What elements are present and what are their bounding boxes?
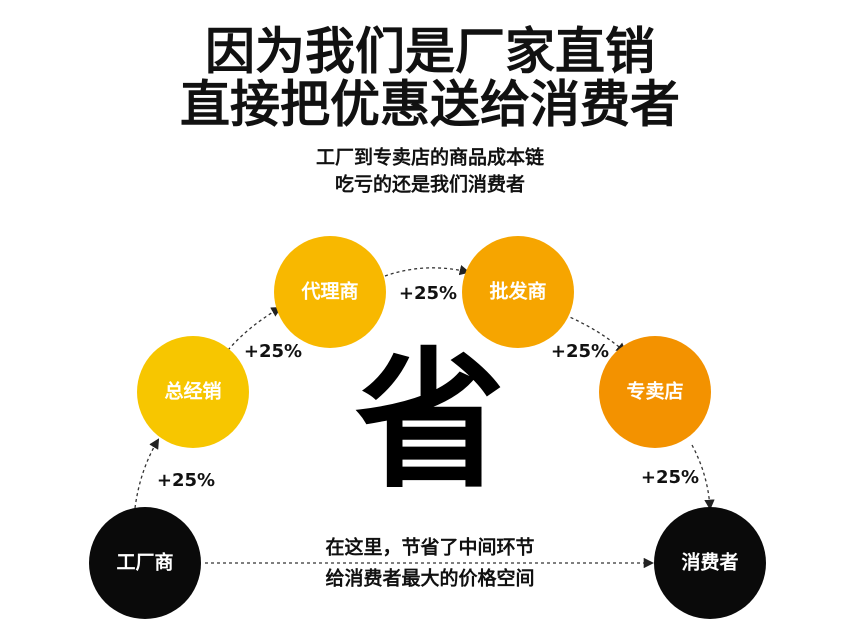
node-circle	[274, 236, 386, 348]
node-circle	[137, 336, 249, 448]
edge-label: +25%	[641, 467, 699, 488]
title-line: 直接把优惠送给消费者	[180, 76, 680, 134]
center-char: 省	[355, 335, 505, 509]
arrow	[134, 438, 160, 509]
arrow	[384, 265, 471, 277]
subtitle-line: 吃亏的还是我们消费者	[335, 173, 525, 196]
node-label: 专卖店	[626, 380, 683, 403]
node-circle	[462, 236, 574, 348]
node-label: 消费者	[681, 551, 738, 574]
node-circle	[599, 336, 711, 448]
node-label: 代理商	[300, 280, 358, 303]
node-circle	[654, 507, 766, 619]
edge-label: +25%	[157, 470, 215, 491]
center-note: 在这里，节省了中间环节	[325, 536, 534, 559]
edge-label: +25%	[399, 283, 457, 304]
node-label: 工厂商	[116, 551, 173, 574]
node-label: 批发商	[489, 280, 546, 303]
subtitle-line: 工厂到专卖店的商品成本链	[316, 146, 544, 169]
node-circle	[89, 507, 201, 619]
edge-label: +25%	[551, 341, 609, 362]
node-label: 总经销	[164, 380, 221, 403]
arrow	[564, 314, 627, 354]
title-line: 因为我们是厂家直销	[205, 23, 655, 81]
arrow	[691, 444, 715, 511]
center-note: 给消费者最大的价格空间	[325, 567, 534, 590]
arrow	[227, 306, 282, 351]
edge-label: +25%	[244, 341, 302, 362]
